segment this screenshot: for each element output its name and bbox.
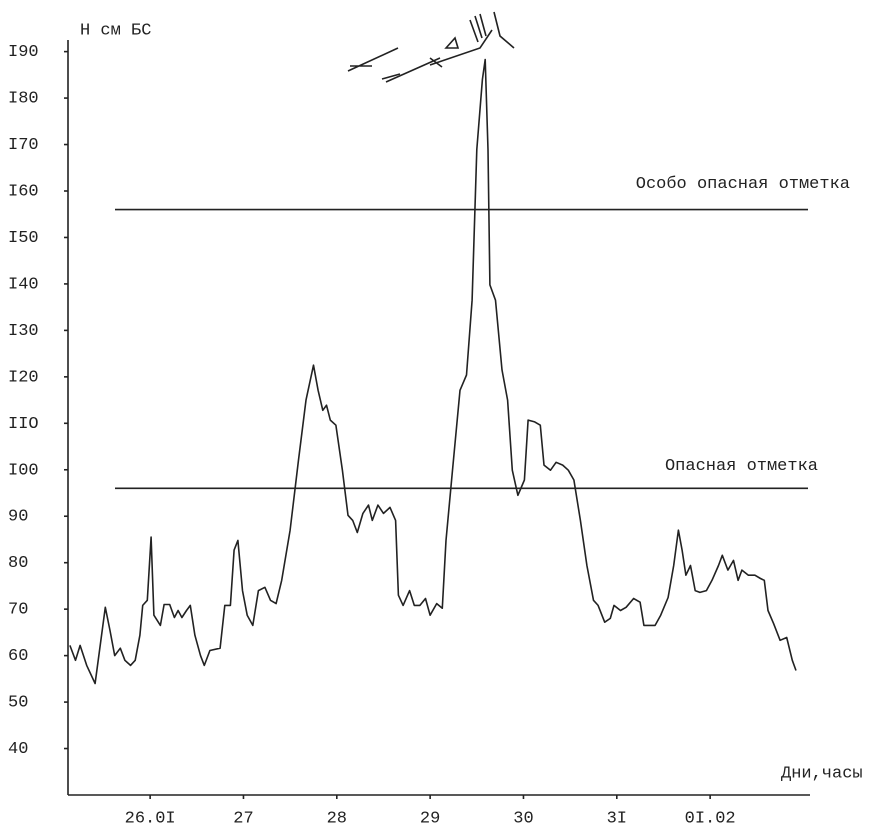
x-axis-label: Дни,часы: [781, 764, 863, 783]
x-tick-label: 26.0I: [125, 809, 176, 828]
wind-symbols: [347, 11, 515, 83]
y-tick-label: 60: [8, 647, 28, 666]
x-tick-label: 0I.02: [685, 809, 736, 828]
y-tick-label: I50: [8, 229, 39, 248]
y-tick-label: I60: [8, 182, 39, 201]
y-tick-label: 40: [8, 740, 28, 759]
y-tick-label: 90: [8, 508, 28, 527]
data-line: [69, 58, 797, 685]
y-tick-label: 70: [8, 601, 28, 620]
y-tick-label: IIO: [8, 415, 39, 434]
y-tick-label: I20: [8, 368, 39, 387]
x-tick-label: 29: [420, 809, 440, 828]
x-tick-label: 28: [327, 809, 347, 828]
y-tick-label: I70: [8, 136, 39, 155]
x-tick-label: 3I: [607, 809, 627, 828]
y-tick-label: I40: [8, 275, 39, 294]
reference-label: Опасная отметка: [665, 457, 818, 476]
y-tick-label: I30: [8, 322, 39, 341]
y-tick-label: I00: [8, 461, 39, 480]
y-axis-label: Н см БС: [80, 21, 151, 40]
y-tick-label: 80: [8, 554, 28, 573]
x-tick-label: 30: [513, 809, 533, 828]
reference-label: Особо опасная отметка: [636, 175, 850, 194]
y-tick-label: I90: [8, 43, 39, 62]
x-tick-label: 27: [233, 809, 253, 828]
y-tick-label: I80: [8, 90, 39, 109]
y-tick-label: 50: [8, 694, 28, 713]
